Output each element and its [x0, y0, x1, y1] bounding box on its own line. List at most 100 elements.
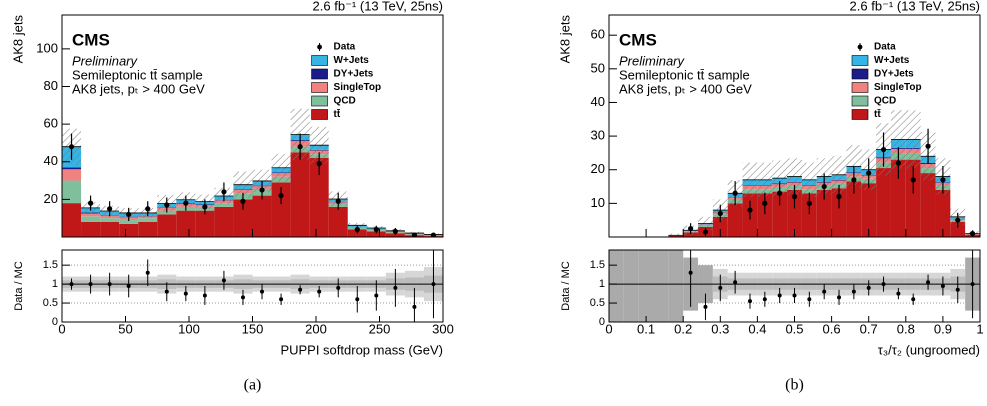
data-point	[777, 181, 783, 206]
stack-segment	[366, 231, 386, 237]
data-marker	[145, 206, 151, 212]
data-marker	[354, 226, 360, 233]
stack-segment	[176, 210, 196, 237]
data-marker	[940, 177, 946, 183]
legend-label: tt̄	[874, 108, 881, 120]
data-point	[806, 192, 812, 215]
data-point	[373, 225, 379, 234]
ratio-point	[911, 293, 916, 305]
ratio-marker	[792, 293, 797, 298]
cut-label: AK8 jets, pₜ > 400 GeV	[72, 81, 205, 96]
legend-data-marker	[857, 44, 863, 50]
ratio-y-tick-label: 1	[52, 278, 58, 290]
data-point	[880, 132, 887, 167]
data-marker	[806, 200, 812, 206]
data-marker	[702, 229, 709, 235]
ratio-point	[747, 293, 752, 309]
stack-segment	[816, 189, 832, 237]
main-plot	[62, 108, 443, 237]
legend-label: DY+Jets	[334, 69, 374, 80]
ratio-point	[837, 289, 842, 305]
ratio-band	[668, 250, 684, 322]
legend-label: QCD	[334, 96, 356, 107]
data-point	[126, 207, 132, 222]
data-point	[895, 147, 901, 179]
y-tick-label: 100	[36, 40, 58, 55]
data-marker	[297, 144, 303, 150]
y-tick-label: 60	[591, 27, 605, 42]
ratio-marker	[355, 297, 360, 302]
data-marker	[164, 202, 170, 208]
x-tick-label: 0.9	[934, 321, 952, 336]
data-marker	[240, 198, 246, 204]
legend-swatch	[311, 109, 328, 120]
ratio-marker	[183, 291, 188, 296]
ratio-marker	[896, 291, 901, 296]
ratio-marker	[747, 299, 752, 304]
data-marker	[910, 177, 916, 183]
data-marker	[821, 183, 827, 190]
ratio-point	[777, 287, 782, 304]
y-tick-label: 50	[591, 60, 605, 75]
stack-segment	[81, 221, 101, 237]
stack-segment	[62, 167, 82, 170]
data-point	[430, 232, 437, 237]
data-point	[851, 166, 857, 194]
data-marker	[392, 228, 398, 234]
data-marker	[202, 204, 208, 210]
ratio-marker	[911, 297, 916, 302]
ratio-point	[412, 287, 417, 322]
data-point	[107, 201, 113, 217]
ratio-y-tick-label: 0.5	[590, 297, 605, 309]
stack-segment	[385, 233, 405, 237]
ratio-band	[623, 250, 639, 322]
x-tick-label: 0.8	[897, 321, 915, 336]
legend-swatch	[311, 55, 328, 66]
stack-segment	[62, 180, 82, 204]
x-tick-label: 250	[369, 321, 391, 336]
legend-swatch	[311, 82, 328, 93]
data-point	[969, 230, 976, 237]
main-plot	[668, 110, 980, 237]
ratio-marker	[837, 295, 842, 300]
sample-label: Semileptonic tt̄ sample	[72, 67, 203, 82]
stack-segment	[138, 218, 158, 222]
stack-segment	[801, 193, 817, 237]
data-marker	[126, 211, 132, 218]
data-point	[164, 197, 170, 213]
stack-segment	[138, 221, 158, 237]
stack-segment	[252, 195, 272, 237]
ratio-point	[183, 286, 188, 302]
data-point	[836, 184, 842, 209]
x-tick-label: 100	[178, 321, 200, 336]
data-point	[940, 166, 946, 194]
lumi-label: 2.6 fb⁻¹ (13 TeV, 25ns)	[313, 0, 443, 13]
stack-segment	[935, 189, 951, 237]
data-marker	[777, 190, 783, 196]
data-point	[925, 128, 931, 164]
stack-segment	[290, 152, 310, 237]
legend-swatch	[311, 68, 328, 80]
data-point	[732, 181, 738, 206]
data-point	[747, 200, 753, 220]
cms-label: CMS	[619, 30, 657, 49]
data-marker	[688, 225, 694, 232]
stack-segment	[890, 159, 906, 237]
legend-data-marker	[317, 44, 322, 50]
x-tick-label: 0.6	[823, 321, 841, 336]
ratio-marker	[279, 297, 284, 302]
data-marker	[316, 161, 322, 167]
ratio-plot	[62, 250, 443, 322]
data-marker	[411, 232, 418, 237]
ratio-marker	[164, 289, 169, 294]
stack-segment	[100, 215, 120, 219]
legend-label: W+Jets	[334, 55, 370, 66]
data-marker	[836, 194, 842, 200]
x-tick-label: 0.3	[711, 321, 729, 336]
data-point	[955, 212, 961, 228]
x-tick-label: 0	[605, 321, 612, 336]
ratio-point	[822, 284, 827, 300]
data-point	[762, 192, 768, 215]
